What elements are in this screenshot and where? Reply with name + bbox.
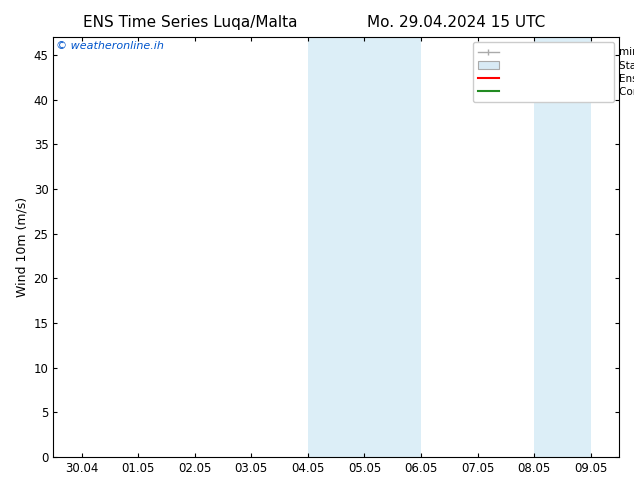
Bar — [365, 37, 392, 457]
Bar — [534, 37, 562, 457]
Y-axis label: Wind 10m (m/s): Wind 10m (m/s) — [15, 197, 28, 297]
Bar — [392, 37, 421, 457]
Text: ENS Time Series Luqa/Malta: ENS Time Series Luqa/Malta — [83, 15, 297, 30]
Legend: min/max, Standard deviation, Ensemble mean run, Controll run: min/max, Standard deviation, Ensemble me… — [472, 42, 614, 102]
Text: Mo. 29.04.2024 15 UTC: Mo. 29.04.2024 15 UTC — [367, 15, 546, 30]
Bar — [562, 37, 591, 457]
Text: © weatheronline.ih: © weatheronline.ih — [56, 41, 164, 51]
Bar — [308, 37, 336, 457]
Bar — [336, 37, 365, 457]
